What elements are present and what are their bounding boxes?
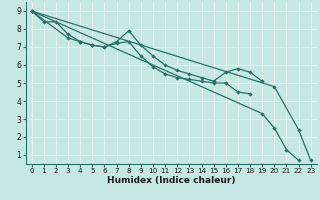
X-axis label: Humidex (Indice chaleur): Humidex (Indice chaleur) [107, 176, 236, 185]
